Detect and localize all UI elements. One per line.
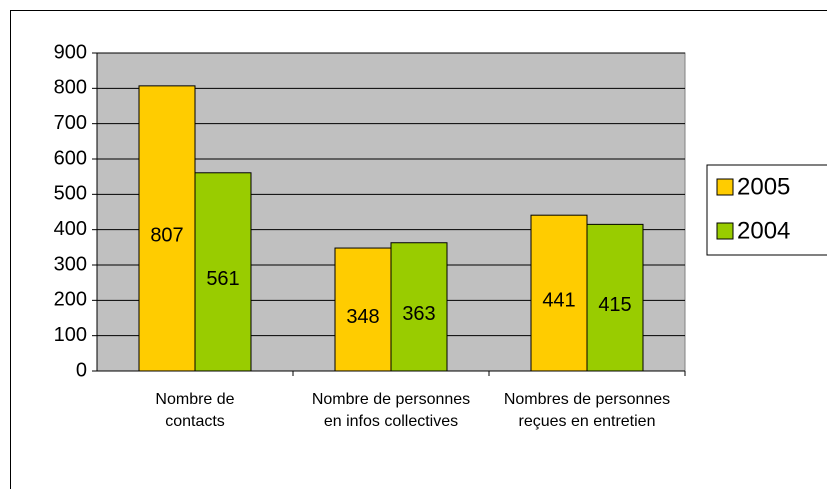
y-tick-label: 600	[54, 147, 87, 169]
data-label: 415	[598, 294, 631, 316]
data-label: 807	[150, 225, 183, 247]
y-tick-label: 800	[54, 77, 87, 99]
legend-swatch	[716, 222, 734, 240]
legend-label: 2004	[737, 217, 790, 244]
x-tick-label: Nombre de personnes en infos collectives	[311, 391, 471, 430]
bar	[586, 223, 644, 372]
y-tick-label: 500	[54, 183, 87, 205]
y-tick-label: 900	[54, 41, 87, 63]
x-tick-label: Nombre de contacts	[155, 391, 235, 430]
legend-swatch	[716, 178, 734, 196]
data-label: 561	[206, 268, 239, 290]
data-label: 363	[402, 303, 435, 325]
data-label: 441	[542, 289, 575, 311]
y-tick-label: 200	[54, 289, 87, 311]
y-tick-label: 100	[54, 324, 87, 346]
bar	[334, 247, 392, 372]
y-tick-label: 300	[54, 253, 87, 275]
y-tick-label: 0	[76, 359, 87, 381]
data-label: 348	[346, 306, 379, 328]
y-tick-label: 400	[54, 218, 87, 240]
bar	[390, 242, 448, 372]
legend-label: 2005	[737, 173, 790, 200]
bar	[194, 172, 252, 372]
bar	[530, 214, 588, 372]
y-tick-label: 700	[54, 112, 87, 134]
chart-frame	[10, 10, 827, 489]
x-tick-label: Nombres de personnes reçues en entretien	[503, 391, 671, 430]
